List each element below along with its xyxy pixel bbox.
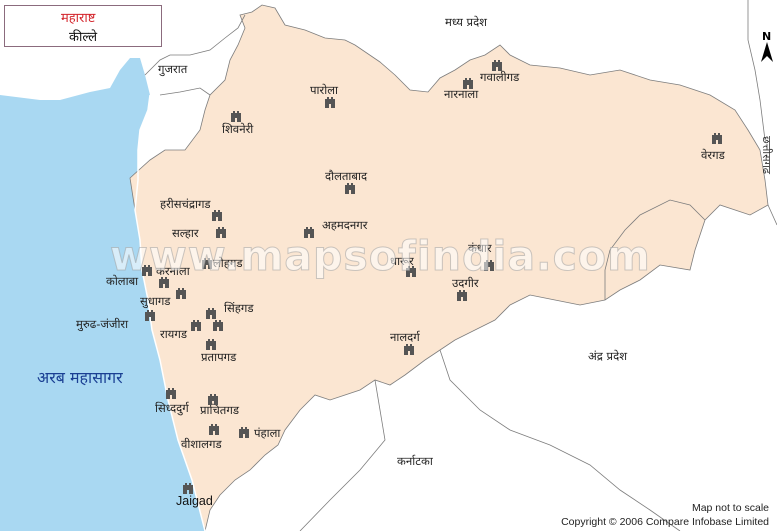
fort-label: उदगीर <box>452 276 479 290</box>
fort-icon <box>206 339 216 350</box>
fort-label: लोहगड <box>213 256 243 270</box>
fort-label: कंधार <box>468 241 492 255</box>
fort-label: मुरुढ-जंजीरा <box>76 317 129 331</box>
fort-icon <box>166 388 176 399</box>
watermark: www.mapsofindia.com <box>110 232 651 281</box>
arabian-sea <box>0 58 205 531</box>
neighbor-borders <box>144 0 777 531</box>
fort-label: सल्हार <box>172 226 199 240</box>
fort-label: सिंहगड <box>224 301 254 315</box>
maharashtra-state <box>129 4 769 531</box>
fort-label: दौलताबाद <box>325 169 368 183</box>
fort-icon <box>202 258 212 269</box>
fort-icon <box>406 266 416 277</box>
fort-icon <box>176 288 186 299</box>
fort-label: पारोला <box>310 83 338 97</box>
sea-label: अरब महासागर <box>37 368 123 387</box>
fort-icon <box>712 133 722 144</box>
fort-label: गवालीगड <box>480 70 520 84</box>
fort-icon <box>145 310 155 321</box>
title-state: महाराष्ट <box>61 11 96 26</box>
fort-label: कोलाबा <box>106 274 139 288</box>
fort-label: वीशालगड <box>181 437 222 451</box>
fort-icon <box>213 320 223 331</box>
fort-icon <box>239 427 249 438</box>
fort-label: सुधागड <box>140 294 171 308</box>
neighbor-chhattisgarh: छत्तीसगढ <box>760 136 773 174</box>
fort-label: पंहाला <box>254 426 281 440</box>
fort-icon <box>492 60 502 71</box>
fort-icon <box>159 277 169 288</box>
north-arrow-icon <box>761 42 773 62</box>
fort-icon <box>404 344 414 355</box>
fort-icon <box>209 424 219 435</box>
fort-label: करनाला <box>156 264 190 278</box>
fort-icon <box>325 97 335 108</box>
neighbor-madhya-pradesh: मध्य प्रदेश <box>445 15 487 29</box>
fort-icon <box>463 78 473 89</box>
fort-icon <box>212 210 222 221</box>
fort-icon <box>206 308 216 319</box>
fort-icon <box>231 111 241 122</box>
north-arrow: N <box>760 30 774 64</box>
fort-icon <box>484 260 494 271</box>
neighbor-gujarat: गुजरात <box>158 62 188 76</box>
neighbor-karnataka: कर्नाटका <box>397 454 433 468</box>
fort-label: शिवनेरी <box>222 122 254 136</box>
fort-label: अहमदनगर <box>322 218 368 232</box>
title-box: महाराष्ट कील्ले <box>4 5 162 47</box>
copyright: Copyright © 2006 Compare Infobase Limite… <box>561 516 769 528</box>
fort-icon <box>208 394 218 405</box>
fort-icon <box>216 227 226 238</box>
fort-icon <box>142 265 152 276</box>
scale-note: Map not to scale <box>691 502 769 514</box>
neighbor-andhra-pradesh: अंद्र प्रदेश <box>588 349 628 363</box>
fort-icon <box>345 183 355 194</box>
fort-label: सिध्ददुर्ग <box>155 401 189 415</box>
fort-label: हरीसचंद्रागड <box>160 197 211 211</box>
fort-label: रायगड <box>160 327 187 341</box>
fort-label: वेरगड <box>701 148 725 162</box>
north-label: N <box>762 30 772 43</box>
fort-label: प्रतापगड <box>201 350 237 364</box>
fort-icon <box>304 227 314 238</box>
fort-label: नारनाला <box>444 87 479 101</box>
fort-label: धारूर <box>390 254 414 268</box>
fort-label: Jaigad <box>176 494 213 508</box>
fort-label: प्राचितगड <box>200 403 239 417</box>
title-subject: कील्ले <box>69 30 98 45</box>
fort-label: नालदर्ग <box>390 330 420 344</box>
fort-icon <box>183 483 193 494</box>
fort-icon <box>457 290 467 301</box>
fort-icon <box>191 320 201 331</box>
